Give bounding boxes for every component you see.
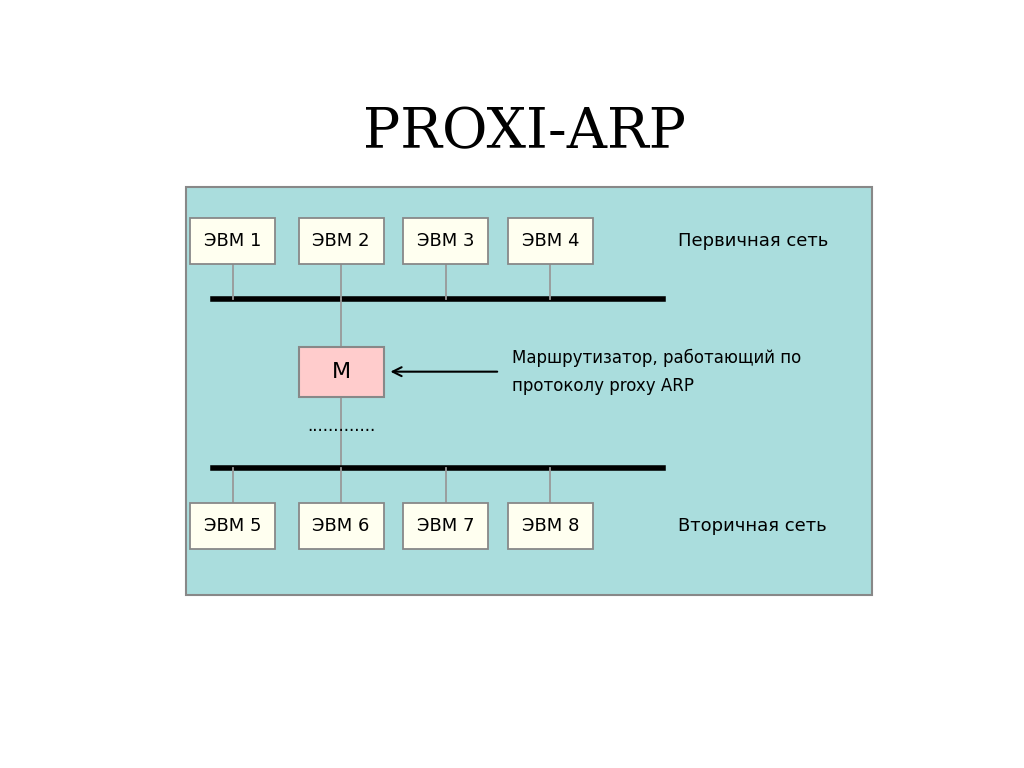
- Text: ЭВМ 1: ЭВМ 1: [204, 232, 261, 250]
- Text: ЭВМ 3: ЭВМ 3: [417, 232, 474, 250]
- Bar: [403, 217, 488, 264]
- Text: Вторичная сеть: Вторичная сеть: [678, 517, 827, 535]
- Text: ЭВМ 6: ЭВМ 6: [312, 517, 370, 535]
- Bar: [508, 502, 593, 549]
- Text: протоколу proxy ARP: протоколу proxy ARP: [512, 376, 693, 395]
- Bar: [190, 217, 275, 264]
- Bar: [186, 187, 872, 595]
- Text: .............: .............: [307, 416, 375, 435]
- Text: ЭВМ 7: ЭВМ 7: [417, 517, 474, 535]
- Text: ЭВМ 5: ЭВМ 5: [204, 517, 261, 535]
- Bar: [403, 502, 488, 549]
- Bar: [299, 346, 384, 397]
- Text: М: М: [332, 362, 350, 382]
- Bar: [190, 502, 275, 549]
- Bar: [299, 217, 384, 264]
- FancyArrowPatch shape: [393, 367, 498, 376]
- Text: ЭВМ 2: ЭВМ 2: [312, 232, 370, 250]
- Text: Маршрутизатор, работающий по: Маршрутизатор, работающий по: [512, 349, 801, 367]
- Text: ЭВМ 4: ЭВМ 4: [521, 232, 580, 250]
- Text: ЭВМ 8: ЭВМ 8: [521, 517, 579, 535]
- Text: PROXI-ARP: PROXI-ARP: [364, 106, 686, 161]
- Text: Первичная сеть: Первичная сеть: [678, 232, 828, 250]
- Bar: [299, 502, 384, 549]
- Bar: [508, 217, 593, 264]
